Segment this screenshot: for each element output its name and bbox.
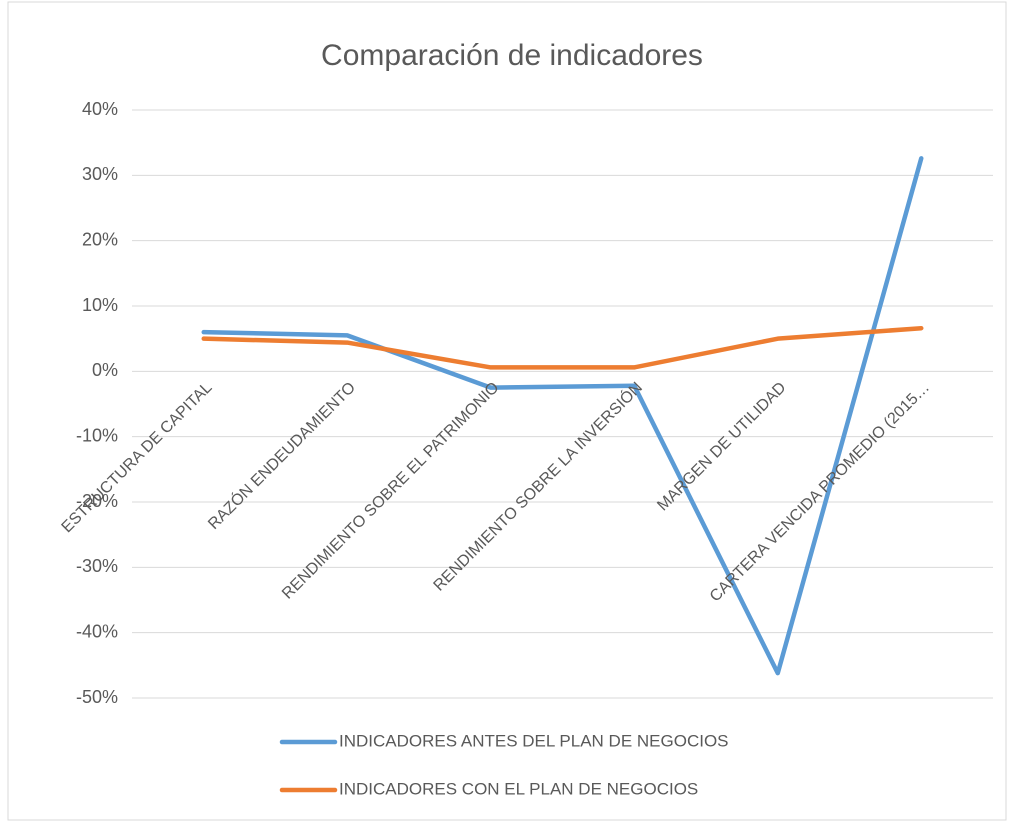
y-tick-label: -20% bbox=[76, 491, 118, 511]
line-series bbox=[201, 156, 924, 676]
line-series bbox=[201, 325, 924, 370]
legend-label: INDICADORES ANTES DEL PLAN DE NEGOCIOS bbox=[339, 731, 729, 750]
legend-label: INDICADORES CON EL PLAN DE NEGOCIOS bbox=[339, 779, 698, 798]
chart-title: Comparación de indicadores bbox=[321, 39, 703, 72]
y-tick-label: 0% bbox=[92, 360, 118, 380]
y-tick-label: -10% bbox=[76, 425, 118, 445]
chart-border bbox=[7, 1, 1007, 821]
y-tick-label: -40% bbox=[76, 621, 118, 641]
y-tick-label: 40% bbox=[82, 99, 118, 119]
y-tick-label: -30% bbox=[76, 556, 118, 576]
y-tick-label: -50% bbox=[76, 687, 118, 707]
y-tick-label: 10% bbox=[82, 295, 118, 315]
y-tick-label: 30% bbox=[82, 164, 118, 184]
y-tick-label: 20% bbox=[82, 229, 118, 249]
